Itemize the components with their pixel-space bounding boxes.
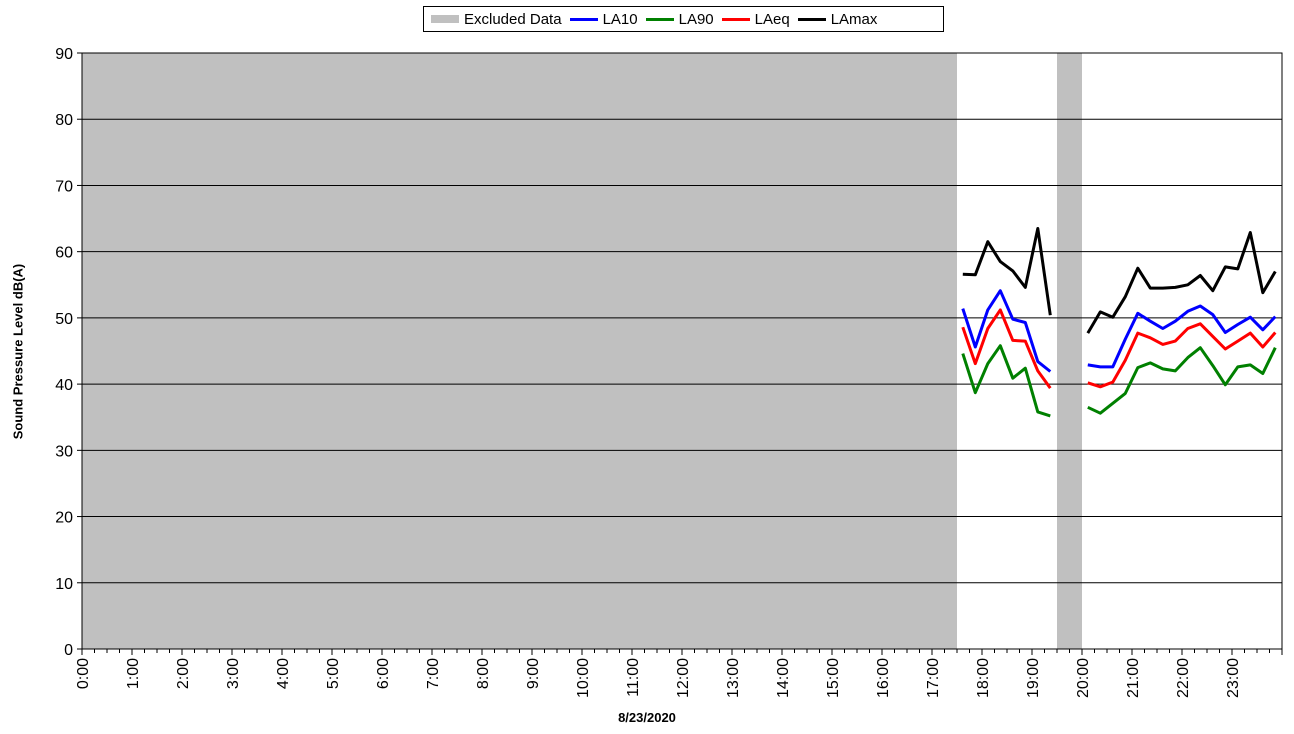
x-tick-label-1000: 10:00 [575,658,592,698]
y-tick-label-80: 80 [55,112,73,129]
series-la90-segment-1 [1087,346,1277,415]
legend-label-lamax: LAmax [830,10,878,28]
series-lamax-segment-0 [962,227,1052,316]
x-tick-label-1300: 13:00 [725,658,742,698]
x-tick-label-400: 4:00 [275,658,292,689]
y-tick-label-0: 0 [64,642,73,659]
series-la90-segment-0 [961,344,1051,418]
x-axis-title: 8/23/2020 [618,710,676,725]
excluded-region-1 [1057,53,1082,649]
legend-swatch-la10 [569,17,598,21]
legend-item-lamax: LAmax [797,10,878,28]
x-tick-label-1900: 19:00 [1025,658,1042,698]
series-la10-segment-1 [1087,304,1277,369]
excluded-region-0 [82,53,957,649]
series-la10-segment-0 [961,289,1052,373]
y-tick-label-20: 20 [55,510,73,527]
legend-item-la10: LA10 [569,10,638,28]
legend-label-la10: LA10 [602,10,638,28]
x-tick-label-1700: 17:00 [925,658,942,698]
x-tick-label-2300: 23:00 [1225,658,1242,698]
y-tick-label-40: 40 [55,377,73,394]
legend-swatch-excluded [431,15,459,23]
x-tick-label-1800: 18:00 [975,658,992,698]
legend-swatch-lamax [797,17,826,21]
x-tick-label-1600: 16:00 [875,658,892,698]
x-tick-label-1100: 11:00 [625,658,642,697]
y-tick-label-30: 30 [55,443,73,460]
x-tick-label-1200: 12:00 [675,658,692,698]
x-axis: 0:00 1:00 2:00 3:00 4:00 5:00 6:00 7:00 8:00 9:00… [75,649,1283,698]
series-lines [961,227,1277,418]
legend-label-laeq: LAeq [754,10,790,28]
legend-item-la90: LA90 [645,10,714,28]
x-tick-label-1500: 15:00 [825,658,842,698]
x-tick-label-2000: 20:00 [1075,658,1092,698]
x-tick-label-2100: 21:00 [1125,658,1142,698]
x-tick-label-300: 3:00 [225,658,242,689]
y-tick-label-60: 60 [55,245,73,262]
legend-label-la90: LA90 [678,10,714,28]
x-tick-label-200: 2:00 [175,658,192,689]
y-tick-label-10: 10 [55,576,73,593]
y-gridlines [82,118,1282,584]
y-tick-label-70: 70 [55,178,73,195]
y-axis: 0 10 20 30 40 50 60 70 80 90 [55,46,82,659]
legend-swatch-laeq [721,17,750,21]
legend-item-excluded: Excluded Data [431,11,562,28]
y-tick-label-50: 50 [55,311,73,328]
x-tick-label-700: 7:00 [425,658,442,689]
legend-label-excluded: Excluded Data [464,10,562,28]
excluded-regions [82,53,1082,649]
legend-item-laeq: LAeq [721,10,790,28]
x-tick-label-1400: 14:00 [775,658,792,698]
legend-swatch-la90 [645,17,674,21]
x-tick-label-800: 8:00 [475,658,492,689]
y-tick-label-90: 90 [55,46,73,63]
x-tick-label-500: 5:00 [325,658,342,689]
y-axis-title: Sound Pressure Level dB(A) [10,263,26,439]
legend: Excluded Data LA10 LA90 LAeq LAmax [423,6,944,32]
x-tick-label-000: 0:00 [75,658,92,689]
x-tick-label-900: 9:00 [525,658,542,689]
series-laeq-segment-1 [1087,322,1277,389]
series-lamax-segment-1 [1086,231,1277,334]
x-tick-label-2200: 22:00 [1175,658,1192,698]
x-tick-label-100: 1:00 [125,658,142,689]
x-tick-label-600: 6:00 [375,658,392,689]
series-laeq-segment-0 [961,308,1052,389]
